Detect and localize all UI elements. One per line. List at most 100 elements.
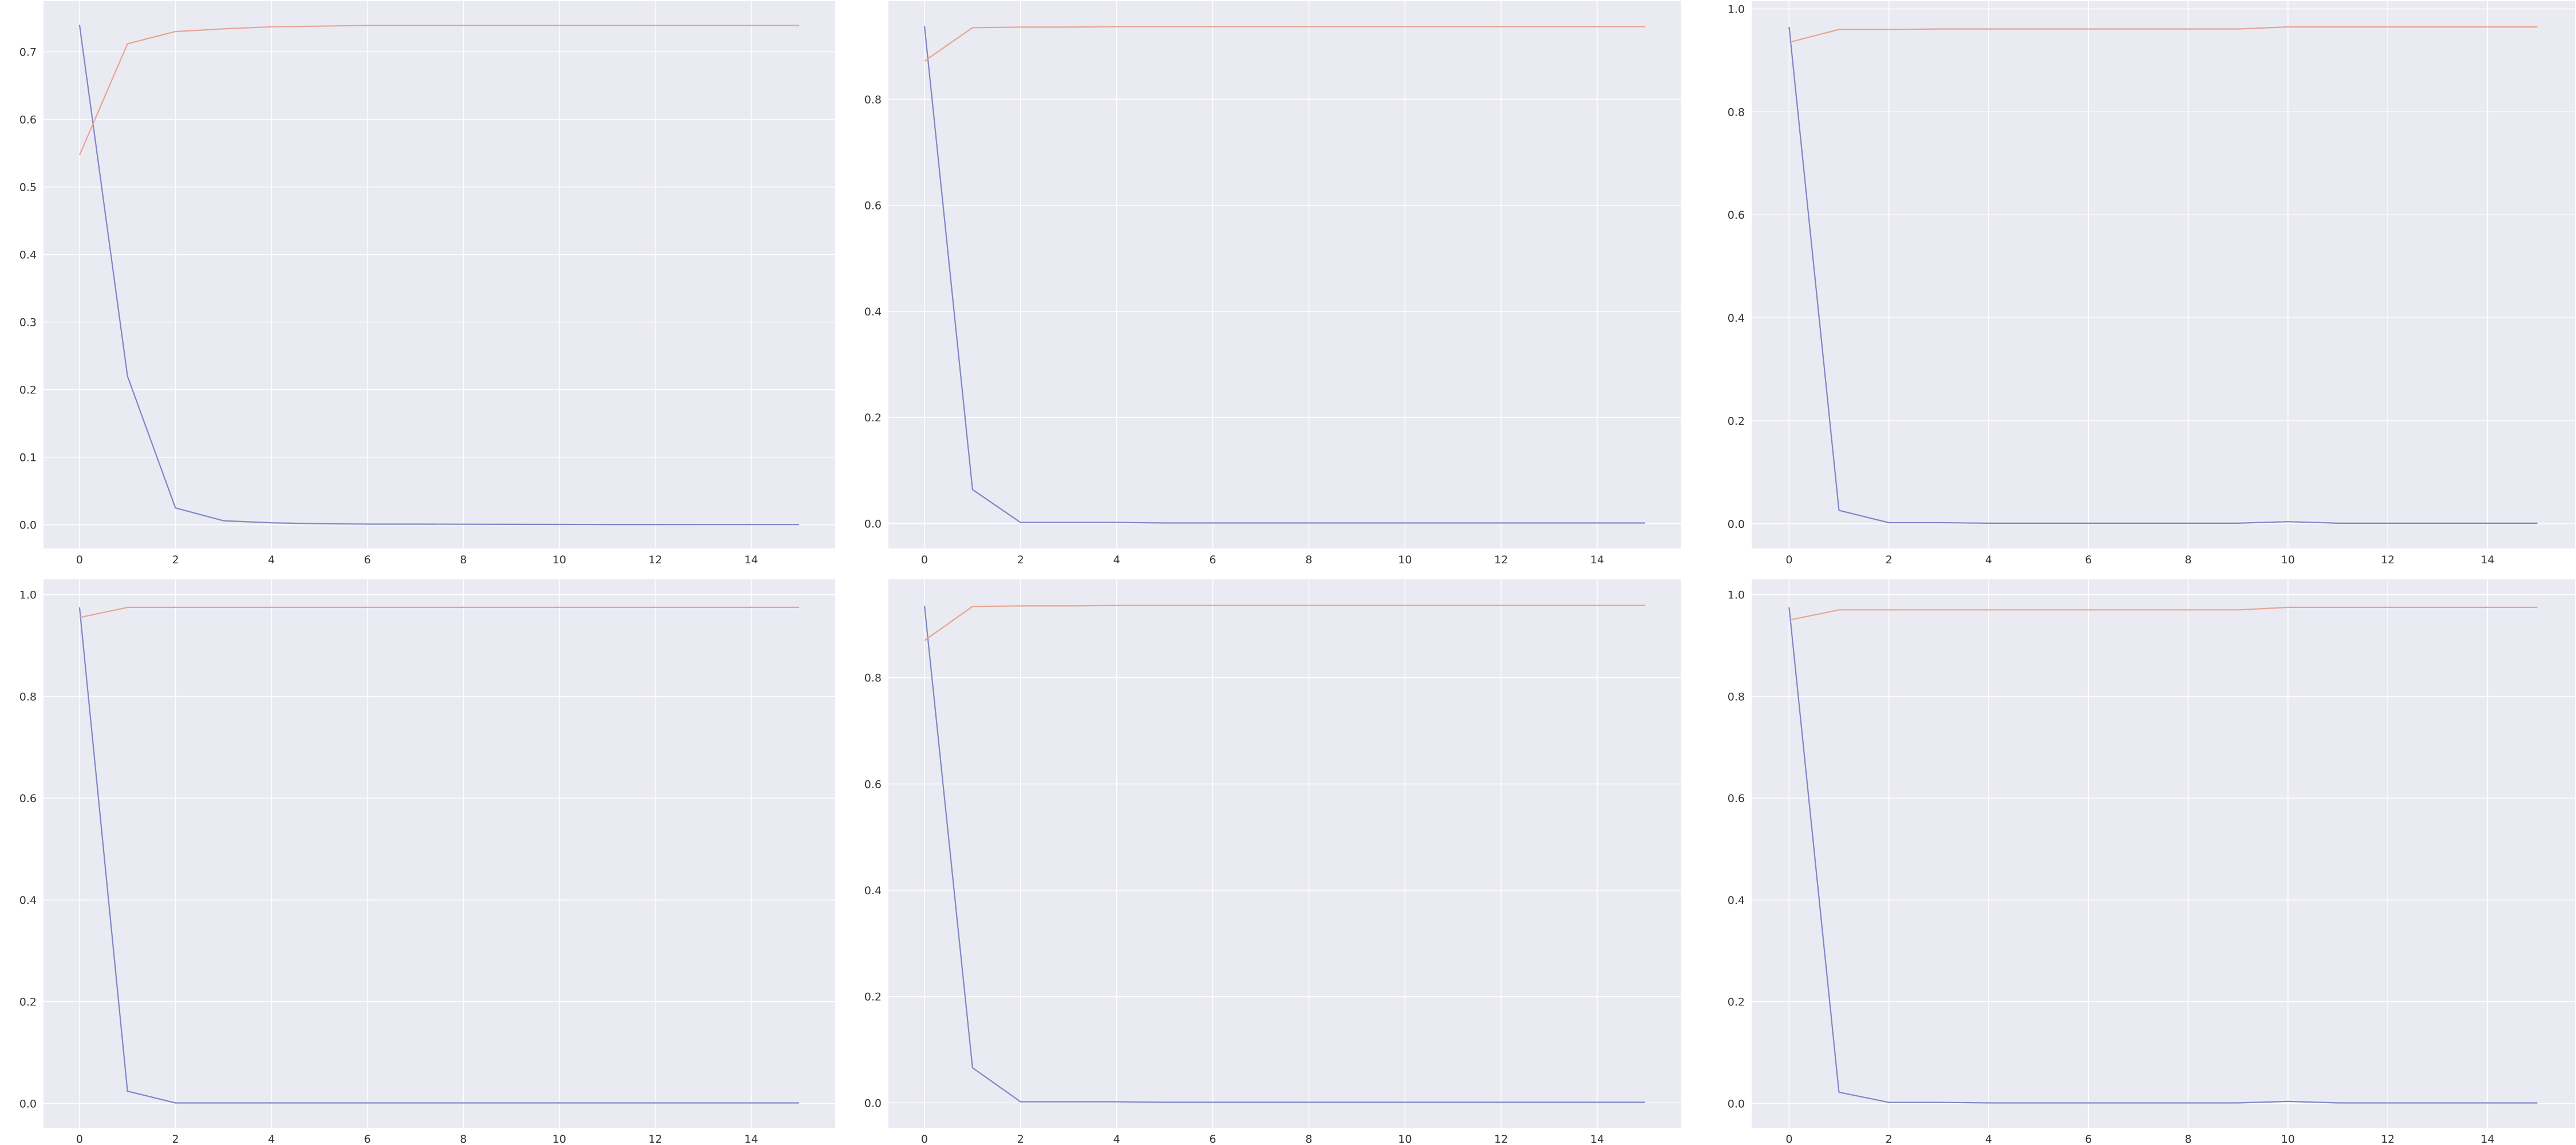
x-tick-label: 4 [1985, 554, 1992, 566]
y-tick-label: 0.0 [864, 518, 882, 530]
plot-background [44, 1, 835, 548]
x-tick-label: 10 [552, 1133, 566, 1145]
x-tick-label: 10 [1398, 1133, 1412, 1145]
y-tick-label: 0.0 [19, 519, 37, 532]
x-tick-label: 14 [744, 1133, 758, 1145]
y-tick-label: 1.0 [19, 589, 37, 602]
x-tick-label: 6 [2085, 554, 2092, 566]
plot-background [1752, 1, 2575, 548]
x-tick-label: 4 [1985, 1133, 1992, 1145]
x-tick-label: 8 [2185, 554, 2192, 566]
y-tick-label: 0.4 [1728, 894, 1745, 907]
x-tick-label: 6 [2085, 1133, 2092, 1145]
y-tick-label: 0.6 [19, 114, 37, 127]
x-tick-label: 4 [268, 1133, 275, 1145]
x-tick-label: 8 [2185, 1133, 2192, 1145]
y-tick-label: 0.8 [1728, 690, 1745, 703]
x-tick-label: 14 [744, 554, 758, 566]
y-tick-label: 1.0 [1728, 589, 1745, 602]
x-tick-label: 2 [1017, 1133, 1024, 1145]
y-tick-label: 0.0 [1728, 1097, 1745, 1110]
y-tick-label: 0.2 [864, 412, 882, 424]
y-tick-label: 0.6 [864, 778, 882, 791]
y-tick-label: 0.0 [19, 1097, 37, 1110]
y-tick-label: 0.6 [1728, 209, 1745, 222]
y-tick-label: 0.6 [1728, 792, 1745, 805]
x-tick-label: 8 [460, 554, 467, 566]
series-line-1 [923, 606, 1645, 1103]
series-line-1 [923, 26, 1645, 524]
x-tick-label: 2 [172, 1133, 179, 1145]
plot-background [1752, 579, 2575, 1128]
x-tick-label: 14 [2480, 554, 2494, 566]
x-tick-label: 12 [1494, 554, 1508, 566]
x-tick-label: 14 [1590, 554, 1604, 566]
y-tick-label: 0.4 [864, 306, 882, 318]
series-line-1 [78, 607, 800, 1104]
chart-panel-1: 0 2 4 6 8 10 12 14 0.0 0.1 0.2 0.3 0.4 0.5 0.6 0.7 [19, 1, 835, 566]
y-tick-label: 0.4 [1728, 312, 1745, 325]
x-tick-label: 0 [921, 554, 928, 566]
plot-background [888, 1, 1681, 548]
x-tick-label: 6 [364, 554, 371, 566]
series-line-1 [1788, 607, 2538, 1104]
x-tick-label: 2 [1886, 554, 1893, 566]
y-tick-label: 0.4 [19, 249, 37, 262]
chart-panel-5: 0 2 4 6 8 10 12 14 0.0 0.2 0.4 0.6 0.8 [864, 579, 1681, 1145]
y-tick-label: 0.8 [864, 672, 882, 685]
y-tick-label: 0.8 [1728, 106, 1745, 119]
series-line-2 [78, 25, 800, 156]
x-tick-label: 12 [649, 554, 662, 566]
chart-panel-6: 0 2 4 6 8 10 12 14 0.0 0.2 0.4 0.6 0.8 1.0 [1728, 579, 2575, 1145]
x-tick-label: 8 [1305, 1133, 1312, 1145]
y-tick-label: 0.6 [864, 200, 882, 212]
series-line-2 [1789, 606, 2538, 621]
y-tick-label: 0.7 [19, 46, 37, 59]
chart-panel-3: 0 2 4 6 8 10 12 14 0.0 0.2 0.4 0.6 0.8 1.0 [1728, 1, 2575, 566]
series-line-2 [1789, 26, 2538, 43]
x-tick-label: 2 [1886, 1133, 1893, 1145]
x-tick-label: 12 [649, 1133, 662, 1145]
y-tick-label: 0.2 [1728, 415, 1745, 428]
x-tick-label: 10 [552, 554, 566, 566]
plot-background [44, 579, 835, 1128]
x-tick-label: 4 [1113, 554, 1120, 566]
x-tick-label: 14 [1590, 1133, 1604, 1145]
x-tick-label: 0 [76, 554, 83, 566]
series-line-1 [78, 25, 800, 526]
x-tick-label: 0 [1785, 1133, 1792, 1145]
y-tick-label: 0.8 [19, 690, 37, 703]
x-tick-label: 12 [2381, 1133, 2395, 1145]
series-line-2 [924, 605, 1645, 641]
y-tick-label: 0.8 [864, 93, 882, 106]
y-tick-label: 0.2 [19, 996, 37, 1009]
y-tick-label: 0.4 [19, 894, 37, 907]
series-line-2 [79, 606, 800, 618]
x-tick-label: 6 [1210, 1133, 1216, 1145]
plot-background [888, 579, 1681, 1128]
x-tick-label: 4 [1113, 1133, 1120, 1145]
x-tick-label: 6 [1210, 554, 1216, 566]
x-tick-label: 10 [2281, 1133, 2295, 1145]
x-tick-label: 12 [2381, 554, 2395, 566]
x-tick-label: 8 [1305, 554, 1312, 566]
x-tick-label: 14 [2480, 1133, 2494, 1145]
series-line-1 [1788, 26, 2538, 524]
y-tick-label: 0.1 [19, 452, 37, 464]
y-tick-label: 0.6 [19, 792, 37, 805]
x-tick-label: 8 [460, 1133, 467, 1145]
x-tick-label: 0 [921, 1133, 928, 1145]
x-tick-label: 12 [1494, 1133, 1508, 1145]
y-tick-label: 0.2 [864, 991, 882, 1004]
x-tick-label: 10 [2281, 554, 2295, 566]
series-line-2 [924, 26, 1645, 62]
x-tick-label: 10 [1398, 554, 1412, 566]
y-tick-label: 0.4 [864, 885, 882, 897]
y-tick-label: 0.2 [19, 384, 37, 397]
x-tick-label: 0 [1785, 554, 1792, 566]
x-tick-label: 2 [1017, 554, 1024, 566]
x-tick-label: 2 [172, 554, 179, 566]
y-tick-label: 0.5 [19, 181, 37, 194]
y-tick-label: 0.2 [1728, 996, 1745, 1009]
